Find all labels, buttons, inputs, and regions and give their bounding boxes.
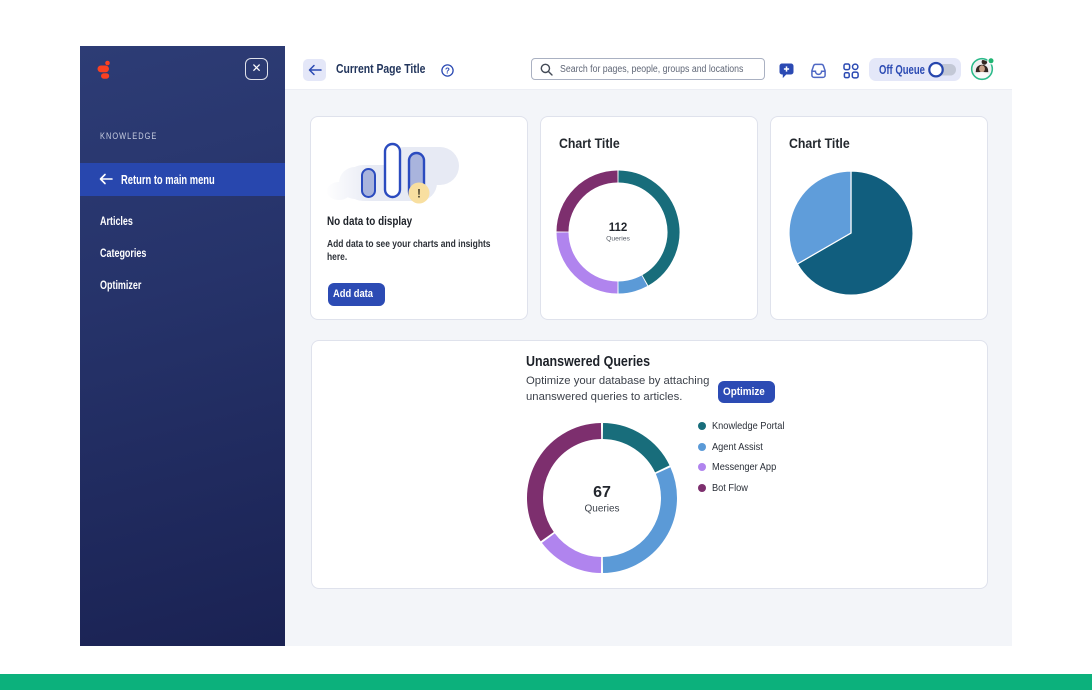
svg-text:67: 67: [593, 484, 611, 501]
svg-text:112: 112: [609, 222, 628, 234]
svg-text:!: !: [417, 187, 421, 201]
svg-text:Queries: Queries: [606, 236, 630, 243]
svg-text:?: ?: [445, 66, 450, 75]
svg-text:Queries: Queries: [584, 504, 619, 515]
